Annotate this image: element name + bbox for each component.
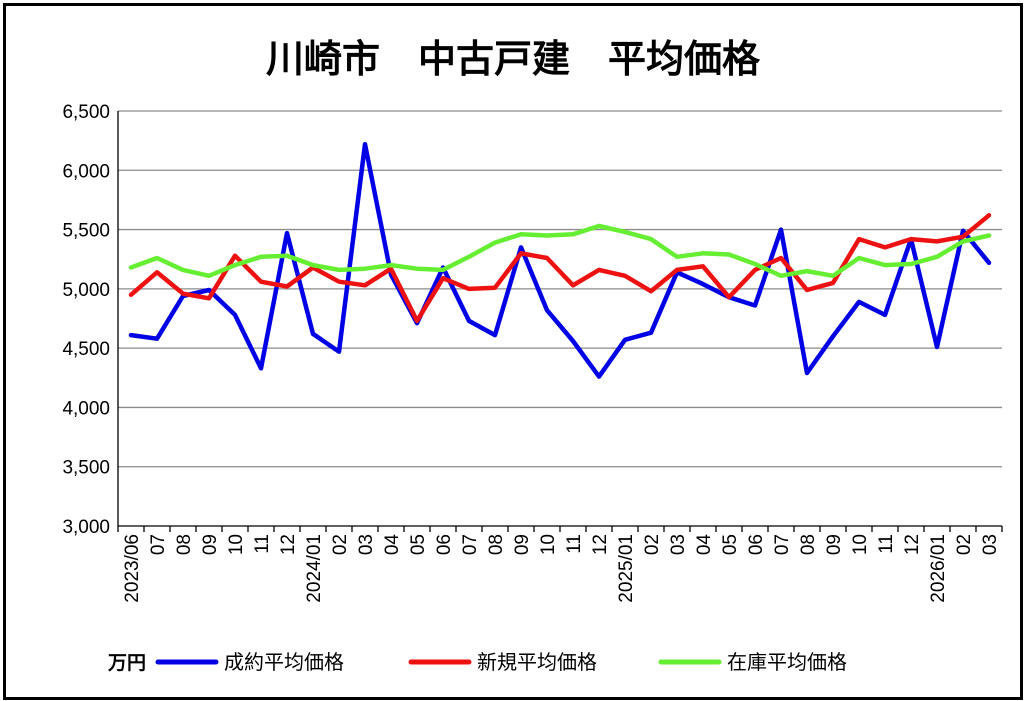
- x-tick-label: 07: [460, 534, 481, 555]
- x-tick-label: 05: [408, 534, 429, 555]
- y-tick-label: 4,000: [62, 398, 110, 419]
- x-tick-label: 10: [538, 534, 559, 555]
- x-tick-label: 02: [330, 534, 351, 555]
- y-tick-label: 5,000: [62, 280, 110, 301]
- x-tick-label: 08: [174, 534, 195, 555]
- x-tick-label: 08: [486, 534, 507, 555]
- x-tick-label: 04: [382, 534, 403, 556]
- x-axis-tick-labels: 2023/06 07 08 09 10 11 12 2024/01 02 03 04 05 06 07 08…: [122, 534, 1001, 603]
- x-tick-label: 09: [200, 534, 221, 555]
- line-chart: 川崎市 中古戸建 平均価格 3,000 3,500 4,000 4,500 5,000 5…: [62, 37, 1003, 674]
- x-tick-label: 12: [278, 534, 299, 555]
- legend-label-3: 在庫平均価格: [727, 650, 847, 674]
- x-tick-label: 02: [954, 534, 975, 555]
- x-tick-label: 06: [746, 534, 767, 555]
- x-tick-label: 02: [642, 534, 663, 555]
- x-tick-label: 09: [512, 534, 533, 555]
- legend-label-2: 新規平均価格: [477, 650, 597, 674]
- x-tick-label: 11: [564, 534, 585, 554]
- x-tick-label: 11: [252, 534, 273, 554]
- x-tick-label: 06: [434, 534, 455, 555]
- x-tick-label: 10: [226, 534, 247, 555]
- legend: 万円 成約平均価格 新規平均価格 在庫平均価格: [107, 650, 847, 674]
- x-tick-label: 09: [824, 534, 845, 555]
- x-tick-label: 2023/06: [122, 534, 143, 603]
- x-tick-label: 08: [798, 534, 819, 555]
- gridlines: [117, 110, 1003, 532]
- x-tick-label: 2026/01: [928, 534, 949, 603]
- series-line-3: [128, 223, 992, 279]
- y-axis-tick-labels: 3,000 3,500 4,000 4,500 5,000 5,500 6,000 6,500: [62, 102, 110, 538]
- x-tick-label: 12: [590, 534, 611, 555]
- legend-label-1: 成約平均価格: [224, 650, 344, 674]
- x-tick-label: 04: [694, 534, 715, 556]
- y-tick-label: 3,500: [62, 458, 110, 479]
- y-tick-label: 4,500: [62, 339, 110, 360]
- x-tick-label: 10: [850, 534, 871, 555]
- x-tick-label: 2025/01: [616, 534, 637, 603]
- x-tick-label: 12: [902, 534, 923, 555]
- x-tick-label: 03: [356, 534, 377, 555]
- x-tick-label: 03: [980, 534, 1001, 555]
- x-tick-label: 11: [876, 534, 897, 554]
- data-series: [128, 141, 992, 379]
- chart-frame: 川崎市 中古戸建 平均価格 3,000 3,500 4,000 4,500 5,000 5…: [3, 3, 1023, 700]
- x-tick-label: 07: [772, 534, 793, 555]
- series-line-1: [128, 141, 992, 379]
- unit-label: 万円: [107, 652, 146, 674]
- y-tick-label: 5,500: [62, 221, 110, 242]
- x-tick-label: 2024/01: [304, 534, 325, 603]
- y-tick-label: 6,500: [62, 102, 110, 123]
- y-tick-label: 3,000: [62, 517, 110, 538]
- chart-title: 川崎市 中古戸建 平均価格: [266, 37, 761, 81]
- series-line-2: [128, 213, 992, 324]
- y-tick-label: 6,000: [62, 161, 110, 182]
- x-tick-label: 05: [720, 534, 741, 555]
- x-tick-label: 03: [668, 534, 689, 555]
- x-tick-label: 07: [148, 534, 169, 555]
